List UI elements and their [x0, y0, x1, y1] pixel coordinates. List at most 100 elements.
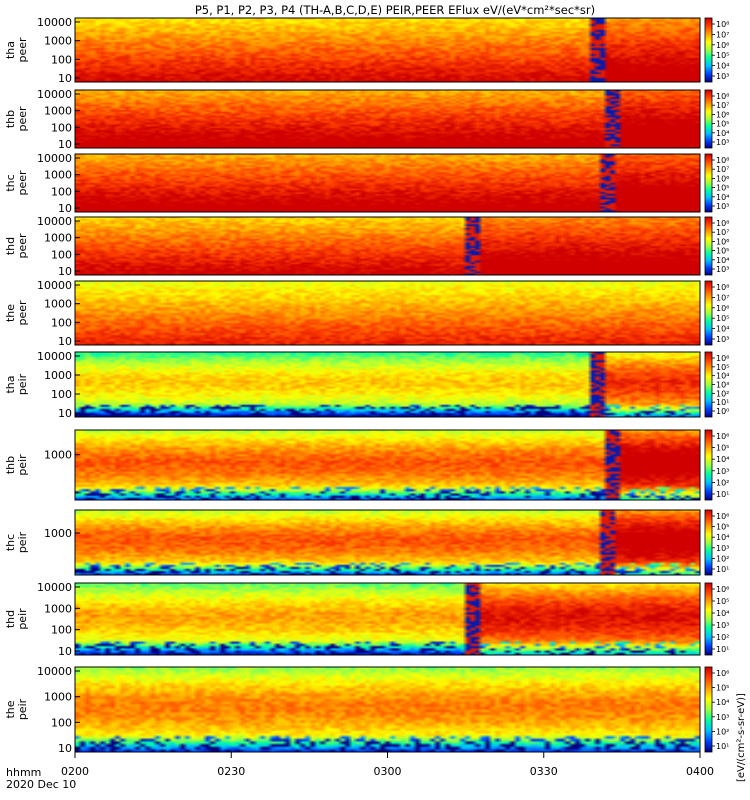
colorbar	[704, 89, 713, 149]
colorbar-tick-label: 10²	[716, 633, 729, 642]
colorbar	[704, 280, 713, 346]
y-tick-label: 10000	[37, 16, 72, 29]
colorbar-tick-label: 10⁶	[716, 41, 729, 50]
y-tick-label: 1000	[44, 232, 72, 245]
panel-tha-peir: 10000 1000 100 10 tha peir 10⁶10⁵10⁴10³10²10¹1…	[4, 350, 729, 420]
colorbar-tick-label: 10³	[716, 335, 729, 344]
spectrogram-image	[75, 583, 700, 655]
y-axis-label: thc	[4, 174, 17, 191]
y-axis-label: peer	[16, 300, 29, 326]
y-tick-label: 10	[58, 202, 72, 215]
y-tick-label: 100	[51, 716, 72, 729]
colorbar-tick-label: 10⁷	[716, 293, 729, 302]
colorbar-tick-label: 10¹	[716, 742, 729, 751]
colorbar-tick-label: 10⁰	[716, 407, 729, 416]
colorbar-tick-label: 10³	[716, 72, 729, 81]
colorbar-tick-label: 10⁵	[716, 247, 729, 256]
spectrogram-image	[75, 281, 700, 345]
y-tick-label: 10000	[37, 279, 72, 292]
colorbar	[704, 153, 713, 213]
colorbar-tick-label: 10⁶	[716, 512, 729, 521]
colorbar-tick-label: 10⁶	[716, 237, 729, 246]
colorbar	[704, 351, 713, 418]
y-tick-label: 100	[51, 624, 72, 637]
colorbar-tick-label: 10³	[716, 202, 729, 211]
panel-thd-peir: 10000 1000 100 10 thd peir 10⁶ 10⁵ 10⁴ 10³ 10² 10¹	[4, 581, 729, 658]
y-axis-label: thb	[4, 456, 17, 474]
colorbar-tick-label: 10⁶	[716, 354, 729, 363]
y-tick-label: 100	[51, 121, 72, 134]
y-axis-label: peir	[16, 531, 29, 553]
colorbar-tick-label: 10⁴	[716, 455, 729, 464]
x-tick-label: 0400	[686, 765, 714, 778]
colorbar-tick-label: 10⁷	[716, 30, 729, 39]
y-tick-label: 100	[51, 53, 72, 66]
y-tick-label: 100	[51, 248, 72, 261]
y-axis-label: thc	[4, 534, 17, 551]
colorbar-tick-label: 10⁶	[716, 174, 729, 183]
colorbar-tick-label: 10⁷	[716, 228, 729, 237]
y-tick-label: 10	[58, 265, 72, 278]
colorbar-label: [eV/(cm²-s-sr-eV)]	[736, 693, 747, 782]
y-axis-label: peir	[16, 373, 29, 395]
y-tick-label: 1000	[44, 298, 72, 311]
y-tick-label: 10000	[37, 152, 72, 165]
colorbar-tick-label: 10⁵	[716, 314, 729, 323]
y-tick-label: 1000	[44, 105, 72, 118]
colorbar-tick-label: 10⁵	[716, 51, 729, 60]
spectrogram-image	[75, 667, 700, 752]
panel-frame	[74, 216, 701, 276]
y-tick-label: 100	[51, 388, 72, 401]
y-tick-label: 10000	[37, 665, 72, 678]
y-tick-label: 1000	[44, 35, 72, 48]
y-tick-label: 10000	[37, 88, 72, 101]
colorbar-tick-label: 10⁵	[716, 444, 729, 453]
x-tick-label: 0200	[61, 765, 89, 778]
colorbar-tick-label: 10⁵	[716, 597, 729, 606]
colorbar-tick-label: 10⁵	[716, 684, 729, 693]
colorbar-tick-label: 10⁵	[716, 184, 729, 193]
x-tick-label: 0330	[530, 765, 558, 778]
y-tick-label: 10	[58, 138, 72, 151]
spectrogram-image	[75, 154, 700, 212]
colorbar	[704, 666, 713, 753]
y-tick-label: 100	[51, 185, 72, 198]
y-axis-label: peir	[16, 698, 29, 720]
y-tick-label: 1000	[44, 691, 72, 704]
chart-title: P5, P1, P2, P3, P4 (TH-A,B,C,D,E) PEIR,P…	[195, 3, 595, 17]
colorbar-tick-label: 10²	[716, 478, 729, 487]
y-tick-label: 1000	[44, 602, 72, 615]
y-axis-label: peer	[16, 170, 29, 196]
colorbar-tick-label: 10⁶	[716, 304, 729, 313]
colorbar-tick-label: 10⁴	[716, 533, 729, 542]
colorbar-tick-label: 10⁸	[716, 20, 729, 29]
colorbar	[704, 216, 713, 276]
colorbar-tick-label: 10¹	[716, 398, 729, 407]
y-axis-label: the	[4, 304, 17, 322]
y-axis-label: peer	[16, 37, 29, 63]
colorbar-tick-label: 10⁵	[716, 120, 729, 129]
colorbar-tick-label: 10³	[716, 544, 729, 553]
colorbar-tick-label: 10³	[716, 265, 729, 274]
y-tick-label: 10000	[37, 215, 72, 228]
panel-the-peir: 10000 1000 100 10 the peir 10⁶ 10⁵ 10⁴ 10³ 10² 10¹	[4, 665, 729, 755]
colorbar	[704, 429, 713, 501]
colorbar-tick-label: 10⁴	[716, 193, 729, 202]
x-tick-label: 0300	[374, 765, 402, 778]
colorbar-tick-label: 10³	[716, 138, 729, 147]
y-tick-label: 10	[58, 335, 72, 348]
spectrogram-image	[75, 430, 700, 500]
colorbar-tick-label: 10¹	[716, 565, 729, 574]
colorbar-tick-label: 10⁴	[716, 609, 729, 618]
colorbar-tick-label: 10⁶	[716, 110, 729, 119]
y-tick-label: 1000	[44, 169, 72, 182]
y-axis-label: peer	[16, 106, 29, 132]
y-tick-label: 10	[58, 72, 72, 85]
colorbar-tick-label: 10⁶	[716, 432, 729, 441]
